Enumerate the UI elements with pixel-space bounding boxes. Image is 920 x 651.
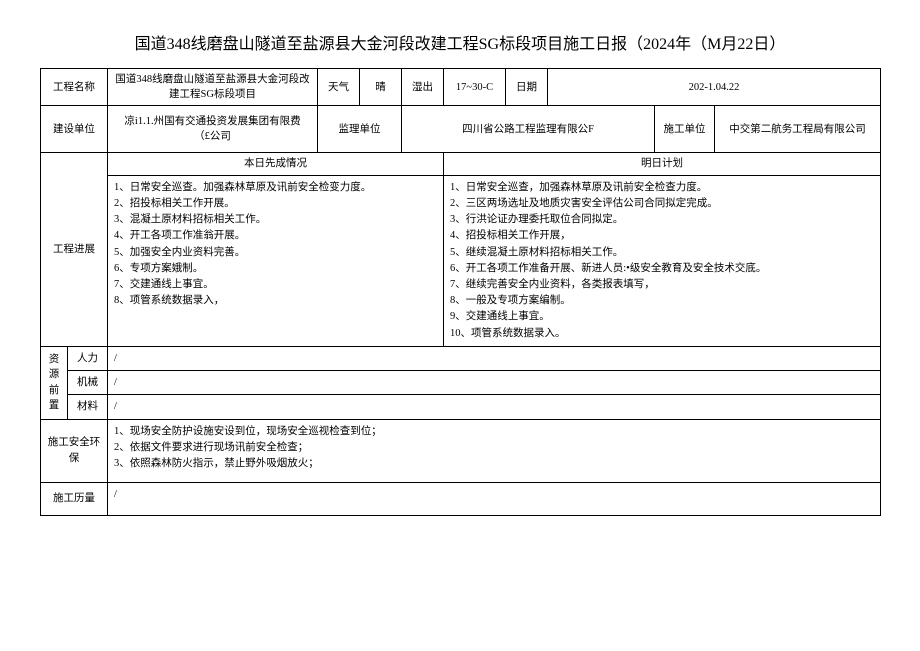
- report-title: 国道348线磨盘山隧道至盐源县大金河段改建工程SG标段项目施工日报（2024年（…: [40, 30, 880, 54]
- project-name-value: 国道348线磨盘山隧道至盐源县大金河段改建工程SG标段项目: [108, 69, 318, 106]
- list-item: 3、混凝土原材料招标相关工作。: [114, 212, 437, 227]
- labor-value: /: [108, 346, 881, 370]
- today-content: 1、日常安全巡查。加强森林草原及讯前安全检变力度。2、招投标相关工作开展。3、混…: [108, 175, 444, 346]
- humidity-value: 17~30-C: [444, 69, 506, 106]
- date-label: 日期: [506, 69, 548, 106]
- history-value: /: [108, 482, 881, 515]
- list-item: 3、行洪论证办理委托取位合同拟定。: [450, 212, 874, 227]
- list-item: 5、继续混凝土原材料招标相关工作。: [450, 245, 874, 260]
- tomorrow-header: 明日计划: [444, 153, 881, 175]
- list-item: 5、加强安全内业资料完善。: [114, 245, 437, 260]
- list-item: 2、招投标相关工作开展。: [114, 196, 437, 211]
- list-item: 6、开工各项工作准备开展、新进人员:•级安全教育及安全技术交底。: [450, 261, 874, 276]
- report-table: 工程名称 国道348线磨盘山隧道至盐源县大金河段改建工程SG标段项目 天气 晴 …: [40, 68, 881, 516]
- machinery-value: /: [108, 371, 881, 395]
- construction-unit-label: 建设单位: [41, 106, 108, 153]
- list-item: 1、日常安全巡查，加强森林草原及讯前安全检查力度。: [450, 180, 874, 195]
- weather-label: 天气: [318, 69, 360, 106]
- list-item: 6、专项方案娥制。: [114, 261, 437, 276]
- list-item: 10、项管系统数据录入。: [450, 326, 874, 341]
- tomorrow-content: 1、日常安全巡查，加强森林草原及讯前安全检查力度。2、三区两场选址及地质灾害安全…: [444, 175, 881, 346]
- supervision-unit-value: 四川省公路工程监理有限公F: [402, 106, 655, 153]
- builder-label: 施工单位: [655, 106, 715, 153]
- machinery-label: 机械: [68, 371, 108, 395]
- material-label: 材料: [68, 395, 108, 419]
- date-value: 202-1.04.22: [548, 69, 881, 106]
- list-item: 3、依照森林防火指示，禁止野外吸烟放火；: [114, 456, 874, 471]
- list-item: 4、开工各项工作准翁开展。: [114, 228, 437, 243]
- list-item: 4、招投标相关工作开展，: [450, 228, 874, 243]
- builder-value: 中交第二航务工程局有限公司: [715, 106, 881, 153]
- list-item: 1、日常安全巡查。加强森林草原及讯前安全检变力度。: [114, 180, 437, 195]
- list-item: 9、交建通线上事宜。: [450, 309, 874, 324]
- supervision-unit-label: 监理单位: [318, 106, 402, 153]
- resources-label: 资源前置: [41, 346, 68, 419]
- labor-label: 人力: [68, 346, 108, 370]
- list-item: 7、交建通线上事宜。: [114, 277, 437, 292]
- humidity-label: 湿出: [402, 69, 444, 106]
- list-item: 2、依据文件要求进行现场讯前安全检查；: [114, 440, 874, 455]
- weather-value: 晴: [360, 69, 402, 106]
- list-item: 8、项管系统数据录入，: [114, 293, 437, 308]
- construction-unit-value: 凉i1.1.州国有交通投资发展集团有限费（£公司: [108, 106, 318, 153]
- list-item: 1、现场安全防护设施安设到位，现场安全巡视检查到位；: [114, 424, 874, 439]
- list-item: 2、三区两场选址及地质灾害安全评估公司合同拟定完成。: [450, 196, 874, 211]
- list-item: 7、继续完善安全内业资料，各类报表填写，: [450, 277, 874, 292]
- today-header: 本日先成情况: [108, 153, 444, 175]
- safety-label: 施工安全环保: [41, 419, 108, 482]
- progress-label: 工程进展: [41, 153, 108, 346]
- material-value: /: [108, 395, 881, 419]
- history-label: 施工历量: [41, 482, 108, 515]
- list-item: 8、一般及专项方案编制。: [450, 293, 874, 308]
- safety-content: 1、现场安全防护设施安设到位，现场安全巡视检查到位；2、依据文件要求进行现场讯前…: [108, 419, 881, 482]
- project-name-label: 工程名称: [41, 69, 108, 106]
